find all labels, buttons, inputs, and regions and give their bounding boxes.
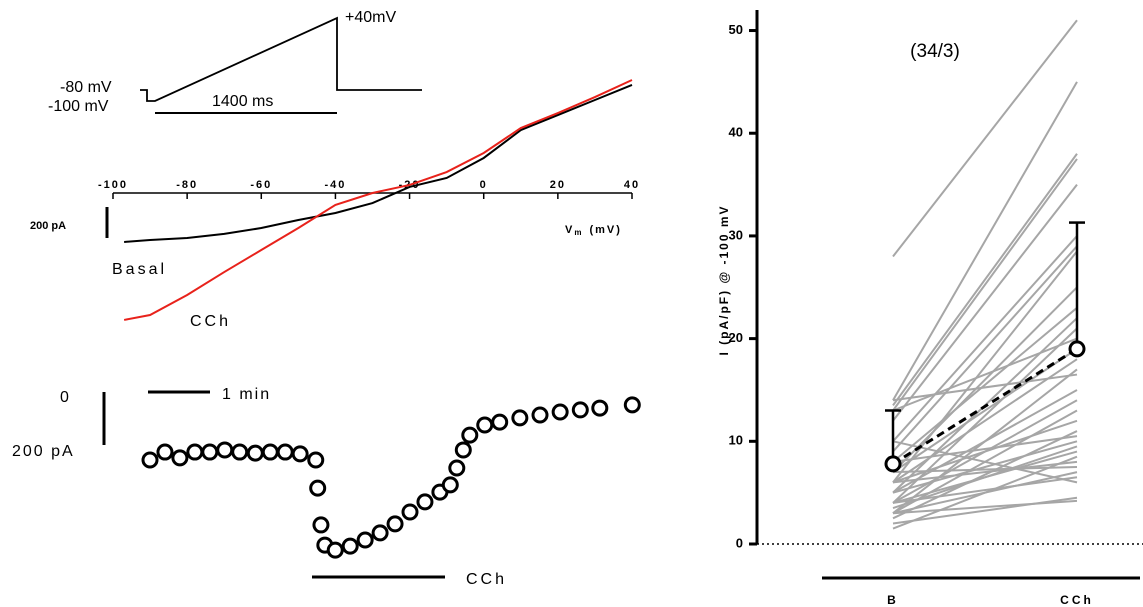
paired-line	[892, 81, 1078, 401]
paired-line	[892, 153, 1078, 406]
paired-line	[892, 158, 1078, 412]
current-point	[386, 515, 404, 533]
paired-line	[892, 471, 1078, 515]
x-tick-label: 40	[624, 179, 640, 191]
paired-line	[892, 465, 1078, 474]
y-axis-label: I (pA/pF) @ -100 mV	[717, 204, 731, 355]
y-tick-label: 50	[729, 22, 743, 37]
x-label-unit: (mV)	[589, 224, 621, 236]
current-point	[551, 403, 569, 421]
current-point	[476, 416, 494, 434]
annotation: (34/3)	[910, 41, 960, 62]
paired-line	[892, 348, 1078, 473]
current-point	[441, 476, 459, 494]
current-point	[341, 537, 359, 555]
mean-point	[884, 455, 902, 473]
current-point	[571, 401, 589, 419]
current-point	[276, 443, 294, 461]
protocol-label: +40mV	[345, 9, 396, 26]
mean-line	[892, 347, 1078, 466]
protocol-label: 1400 ms	[212, 93, 273, 110]
current-point	[156, 443, 174, 461]
current-point	[291, 445, 309, 463]
y-tick-label: 30	[729, 227, 743, 242]
x-tick-label: B	[887, 593, 899, 607]
current-point	[371, 524, 389, 542]
x-tick-label: -60	[250, 179, 272, 191]
current-point	[461, 426, 479, 444]
mean-point	[1068, 340, 1086, 358]
x-label-subscript: m	[574, 228, 583, 237]
y-tick-label: 10	[729, 433, 743, 448]
iv-trace	[123, 79, 633, 321]
paired-line	[892, 450, 1078, 504]
x-tick-label: 0	[480, 179, 488, 191]
scale-label: 200 pA	[30, 220, 66, 232]
paired-line	[892, 440, 1078, 484]
current-point	[307, 451, 325, 469]
drug-label: CCh	[466, 571, 507, 588]
current-point	[623, 396, 641, 414]
current-point	[171, 449, 189, 467]
paired-line	[892, 250, 1078, 484]
x-tick-label: 20	[550, 179, 566, 191]
x-tick-label: -80	[176, 179, 198, 191]
paired-line	[892, 419, 1078, 484]
scale-label: 0	[60, 389, 69, 406]
current-point	[309, 479, 327, 497]
current-point	[326, 541, 344, 559]
paired-line	[892, 440, 1078, 494]
iv-trace	[124, 84, 633, 243]
x-tick-label: -100	[98, 179, 128, 191]
current-point	[416, 493, 434, 511]
current-point	[246, 444, 264, 462]
current-point	[491, 413, 509, 431]
paired-line	[892, 235, 1078, 442]
x-tick-label: CCh	[1060, 593, 1094, 607]
protocol-label: -100 mV	[48, 98, 109, 115]
current-point	[216, 441, 234, 459]
current-point	[261, 443, 279, 461]
current-point	[454, 441, 472, 459]
paired-line	[892, 245, 1078, 453]
paired-line	[892, 327, 1078, 504]
y-tick-label: 40	[729, 125, 743, 140]
current-point	[401, 503, 419, 521]
current-point	[312, 516, 330, 534]
current-point	[448, 459, 466, 477]
x-axis-label: Vm (mV)	[565, 224, 622, 237]
current-point	[186, 443, 204, 461]
paired-line	[892, 389, 1078, 494]
paired-line	[892, 499, 1078, 515]
scale-label: 200 pA	[12, 443, 75, 460]
x-tick-label: -40	[324, 179, 346, 191]
y-tick-label: 20	[729, 330, 743, 345]
current-point	[141, 451, 159, 469]
current-point	[231, 443, 249, 461]
series-label: Basal	[112, 261, 167, 278]
x-label-symbol: V	[565, 224, 574, 236]
current-point	[591, 399, 609, 417]
paired-line	[892, 183, 1078, 422]
paired-line	[892, 430, 1078, 520]
current-point	[201, 443, 219, 461]
paired-line	[892, 435, 1078, 463]
current-point	[356, 531, 374, 549]
protocol-label: -80 mV	[60, 79, 112, 96]
paired-line	[892, 307, 1078, 463]
y-tick-label: 0	[736, 535, 743, 550]
paired-line	[892, 286, 1078, 473]
paired-line	[892, 19, 1078, 258]
current-point	[511, 409, 529, 427]
current-point	[531, 406, 549, 424]
paired-line	[892, 373, 1078, 402]
paired-line	[892, 460, 1078, 484]
paired-line	[892, 476, 1078, 504]
voltage-protocol	[140, 16, 422, 102]
scale-label: 1 min	[222, 386, 271, 403]
series-label: CCh	[190, 313, 231, 330]
paired-line	[892, 337, 1078, 412]
